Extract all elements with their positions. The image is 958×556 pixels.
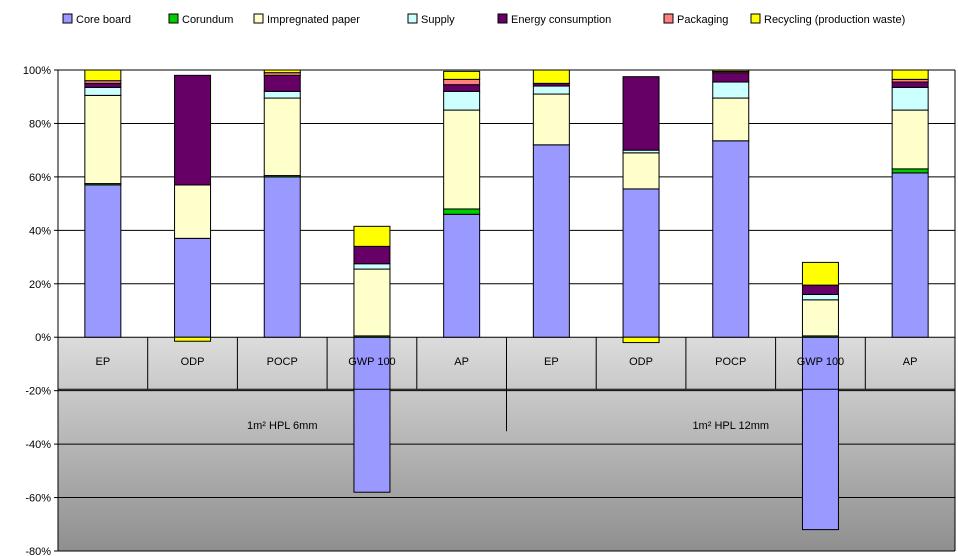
category-label: AP [903,356,918,368]
bar-segment [443,109,481,210]
plot-area: -80% -60% -40% -20% 0% 20% 40% 60% 80% 100% EP ODP… [23,65,956,556]
bar-segment [174,237,212,338]
legend-swatch [497,13,508,24]
bar-segment [712,81,750,99]
y-tick-label: 0% [35,332,51,344]
y-tick-label: -40% [25,439,51,451]
category-label: EP [96,356,111,368]
category-label: GWP 100 [797,356,845,368]
y-tick-label: 20% [29,279,51,291]
bar-segment [532,85,570,95]
category-label: EP [544,356,559,368]
category-label: POCP [715,356,746,368]
y-tick-label: -60% [25,493,51,505]
bar-segment [532,93,570,146]
y-tick-label: -80% [25,546,51,556]
category-label: ODP [181,356,205,368]
bar-segment [263,69,301,74]
bar-segment [263,97,301,177]
bar-segment [443,84,481,92]
category-label: POCP [267,356,298,368]
bar-segment [712,72,750,83]
bar-segment [532,144,570,338]
y-tick-label: 40% [29,225,51,237]
legend-label: Packaging [677,14,728,26]
bar-segment [353,336,391,493]
bar-segment [801,336,839,531]
legend-label: Supply [421,14,455,26]
bar-segment [353,263,391,270]
category-axis: EP ODP POCP GWP 100 AP EP ODP POCP GWP 100 AP 1m² … [58,337,955,432]
bar-segment [891,168,929,174]
y-tick-label: 100% [23,65,51,77]
bar-segment [443,213,481,338]
bar-segment [263,74,301,92]
legend: Core board Corundum Impregnated paper Suppl… [62,13,905,26]
bar-segment [353,245,391,265]
bar-segment [801,299,839,337]
y-tick-label: 80% [29,118,51,130]
bar-segment [84,184,122,338]
bar-segment [801,261,839,286]
bar-segment [174,184,212,239]
bar-segment [443,70,481,80]
bar-segment [532,69,570,84]
bar-segment [712,97,750,142]
bar-segment [443,208,481,215]
bar-segment [891,69,929,80]
legend-label: Core board [76,14,131,26]
y-tick-label: -20% [25,386,51,398]
group-label: 1m² HPL 6mm [247,420,318,432]
bar-segment [712,140,750,338]
legend-label: Corundum [182,14,233,26]
bar-segment [263,90,301,99]
bar-segment [84,82,122,88]
legend-swatch [750,13,761,24]
bar-segment [891,172,929,338]
y-tick-label: 60% [29,172,51,184]
bar-segment [84,94,122,185]
legend-swatch [253,13,264,24]
bar-segment [622,336,660,344]
bar-segment [84,69,122,82]
bar-segment [174,336,212,342]
category-label: ODP [629,356,653,368]
legend-label: Recycling (production waste) [764,14,905,26]
bar-segment [891,109,929,170]
bar-segment [353,225,391,247]
bars [84,69,929,531]
legend-swatch [407,13,418,24]
legend-swatch [62,13,73,24]
bar-segment [174,74,212,186]
bar-segment [891,81,929,88]
bar-segment [622,76,660,151]
bar-segment [622,152,660,190]
y-axis: -80% -60% -40% -20% 0% 20% 40% 60% 80% 100% [23,65,956,556]
group-label: 1m² HPL 12mm [692,420,769,432]
bar-segment [84,86,122,96]
bar-segment [712,69,750,72]
bar-segment [263,176,301,338]
category-label: AP [454,356,469,368]
bar-segment [891,86,929,111]
legend-swatch [663,13,674,24]
category-label: GWP 100 [348,356,396,368]
bar-segment [353,268,391,337]
bar-segment [801,293,839,301]
legend-label: Energy consumption [511,14,611,26]
legend-label: Impregnated paper [267,14,360,26]
bar-segment [622,188,660,338]
bar-segment [801,284,839,295]
legend-swatch [168,13,179,24]
bar-segment [443,90,481,111]
bar-segment [443,78,481,86]
